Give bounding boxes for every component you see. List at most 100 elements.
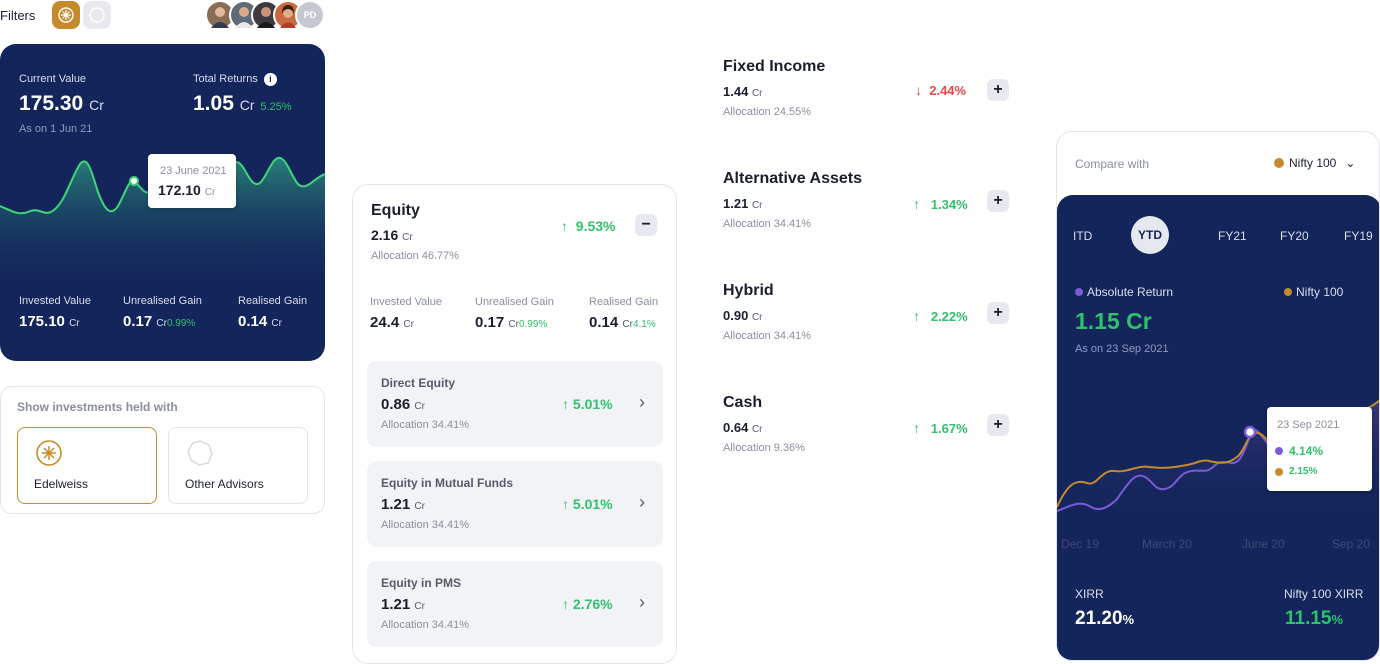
sub-asset-value: 1.21 Cr (381, 496, 425, 513)
avatar-initials: PD (295, 0, 325, 30)
chevron-right-icon[interactable]: › (639, 492, 645, 512)
equity-invested-value: 24.4 Cr (370, 314, 414, 331)
arrow-up-icon: ↑ (562, 496, 569, 512)
legend-dot-icon (1075, 288, 1083, 296)
collapse-button[interactable]: − (635, 214, 657, 236)
held-with-card: Show investments held with Edelweiss Oth… (0, 386, 325, 514)
total-returns-label: Total Returns i (193, 73, 277, 86)
asset-title: Hybrid (723, 282, 774, 299)
equity-unrealised-value: 0.17 Cr0.99% (475, 314, 548, 331)
arrow-up-icon: ↑ (913, 420, 920, 436)
arrow-down-icon: ↓ (915, 82, 922, 98)
x-axis-label: Sep 20 (1332, 537, 1371, 551)
filter-other-chip[interactable] (83, 1, 111, 29)
sub-asset-card-pms[interactable]: Equity in PMS 1.21 Cr Allocation 34.41% … (367, 561, 663, 647)
absolute-return-date: As on 23 Sep 2021 (1075, 343, 1169, 355)
nifty-xirr-value: 11.15% (1285, 608, 1344, 629)
benchmark-dropdown[interactable]: Nifty 100 ⌄ (1274, 156, 1355, 170)
held-with-title: Show investments held with (17, 400, 178, 414)
asset-row-hybrid: Hybrid 0.90 Cr Allocation 34.41% ↑ 2.22%… (723, 282, 1013, 352)
advisor-outline-icon (187, 440, 213, 466)
x-axis-label: June 20 (1242, 537, 1285, 551)
asset-row-cash: Cash 0.64 Cr Allocation 9.36% ↑ 1.67% + (723, 394, 1013, 464)
unrealised-gain-label: Unrealised Gain (123, 295, 202, 307)
asset-value: 0.90 Cr (723, 308, 763, 323)
comparison-tooltip: 23 Sep 2021 4.14% 2.15% (1267, 407, 1372, 491)
arrow-up-icon: ↑ (561, 218, 568, 234)
equity-allocation: Allocation 46.77% (371, 250, 460, 262)
sub-asset-card-direct-equity[interactable]: Direct Equity 0.86 Cr Allocation 34.41% … (367, 361, 663, 447)
tooltip-date: 23 June 2021 (160, 165, 227, 177)
realised-gain-value: 0.14 Cr (238, 313, 282, 330)
sub-asset-title: Equity in Mutual Funds (381, 476, 513, 490)
filter-edelweiss-chip[interactable] (52, 1, 80, 29)
advisor-option-label: Other Advisors (185, 477, 264, 491)
period-tab-itd[interactable]: ITD (1073, 229, 1093, 243)
asset-title: Cash (723, 394, 763, 411)
xirr-value: 21.20% (1075, 608, 1135, 629)
equity-unrealised-label: Unrealised Gain (475, 296, 554, 308)
period-tab-ytd[interactable]: YTD (1131, 216, 1169, 254)
equity-change: ↑ 9.53% (561, 218, 616, 234)
period-tab-fy19[interactable]: FY19 (1344, 229, 1373, 243)
asset-value: 1.44 Cr (723, 84, 763, 99)
chevron-right-icon[interactable]: › (639, 592, 645, 612)
sub-asset-value: 1.21 Cr (381, 596, 425, 613)
compare-label: Compare with (1075, 157, 1150, 171)
sub-asset-value: 0.86 Cr (381, 396, 425, 413)
equity-realised-value: 0.14 Cr4.1% (589, 314, 656, 331)
asset-allocation: Allocation 24.55% (723, 106, 812, 118)
returns-comparison-panel: ITD YTD FY21 FY20 FY19 Absolute Return N… (1057, 195, 1379, 660)
x-axis-label: Dec 19 (1061, 537, 1100, 551)
total-returns-value: 1.05 Cr 5.25% (193, 92, 292, 115)
expand-button[interactable]: + (987, 302, 1009, 324)
chevron-down-icon: ⌄ (1345, 156, 1356, 170)
asset-value: 1.21 Cr (723, 196, 763, 211)
asset-allocation: Allocation 9.36% (723, 442, 805, 454)
sub-asset-change: ↑ 5.01% (562, 496, 613, 512)
tooltip-value: 172.10 Cr (158, 182, 216, 198)
equity-card: Equity 2.16 Cr Allocation 46.77% ↑ 9.53%… (352, 184, 677, 664)
xirr-label: XIRR (1075, 587, 1104, 601)
expand-button[interactable]: + (987, 414, 1009, 436)
advisor-option-other[interactable]: Other Advisors (168, 427, 308, 504)
legend-nifty: Nifty 100 (1284, 285, 1343, 299)
expand-button[interactable]: + (987, 190, 1009, 212)
nifty-xirr-label: Nifty 100 XIRR (1284, 587, 1364, 601)
info-icon[interactable]: i (263, 73, 277, 86)
equity-realised-label: Realised Gain (589, 296, 659, 308)
tooltip-nifty-return: 2.15% (1275, 466, 1317, 477)
benchmark-dot-icon (1274, 158, 1284, 168)
sub-asset-change: ↑ 5.01% (562, 396, 613, 412)
expand-button[interactable]: + (987, 79, 1009, 101)
advisor-option-edelweiss[interactable]: Edelweiss (17, 427, 157, 504)
chevron-right-icon[interactable]: › (639, 392, 645, 412)
advisor-outline-icon (89, 7, 105, 23)
sub-asset-card-mutual-funds[interactable]: Equity in Mutual Funds 1.21 Cr Allocatio… (367, 461, 663, 547)
sub-asset-allocation: Allocation 34.41% (381, 419, 470, 431)
area-fill (0, 157, 325, 294)
asset-change: ↑ 1.67% (913, 420, 968, 436)
avatar-group[interactable]: PD (205, 0, 327, 30)
period-tab-fy21[interactable]: FY21 (1218, 229, 1247, 243)
asset-change: ↑ 1.34% (913, 196, 968, 212)
current-value-label: Current Value (19, 73, 87, 85)
edelweiss-logo-icon (58, 7, 74, 23)
invested-value-label: Invested Value (19, 295, 91, 307)
asset-row-alternative-assets: Alternative Assets 1.21 Cr Allocation 34… (723, 170, 1013, 240)
arrow-up-icon: ↑ (913, 308, 920, 324)
invested-value: 175.10 Cr (19, 313, 80, 330)
asset-title: Alternative Assets (723, 170, 863, 187)
legend-dot-icon (1275, 447, 1283, 455)
arrow-up-icon: ↑ (913, 196, 920, 212)
asset-value: 0.64 Cr (723, 420, 763, 435)
advisor-option-label: Edelweiss (34, 477, 89, 491)
portfolio-summary-card: Current Value 175.30 Cr As on 1 Jun 21 T… (0, 44, 325, 361)
equity-value: 2.16 Cr (371, 227, 413, 243)
period-tab-fy20[interactable]: FY20 (1280, 229, 1309, 243)
hover-point[interactable] (129, 176, 139, 186)
hover-point[interactable] (1243, 425, 1257, 439)
tooltip-abs-return: 4.14% (1275, 444, 1323, 458)
absolute-return-value: 1.15 Cr (1075, 308, 1152, 334)
legend-absolute-return: Absolute Return (1075, 285, 1173, 299)
